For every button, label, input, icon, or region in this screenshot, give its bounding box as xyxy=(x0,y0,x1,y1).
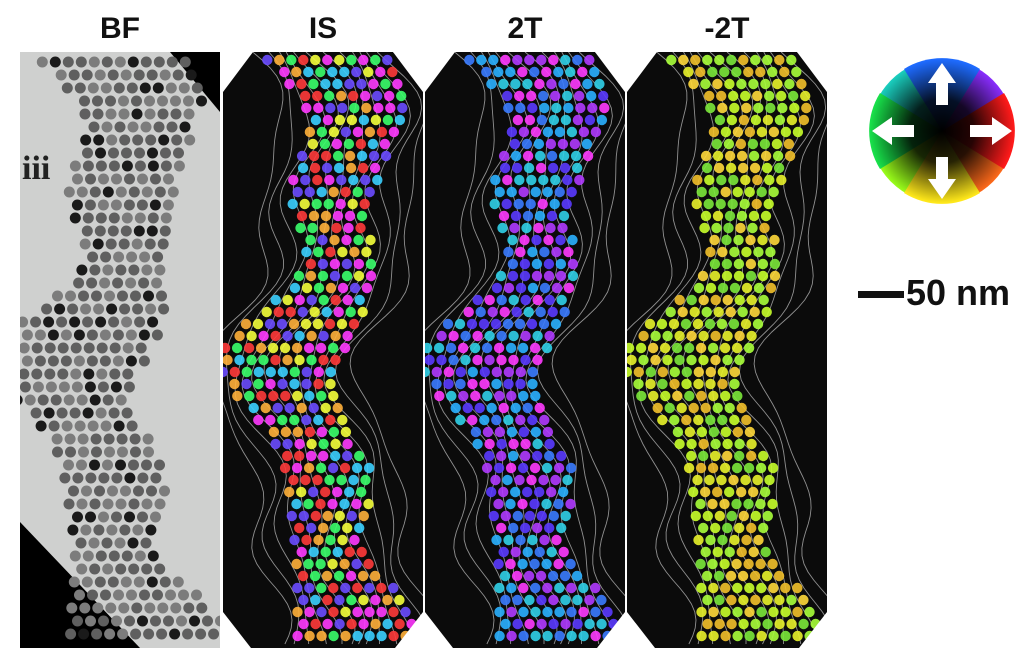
arrow-left-icon xyxy=(872,117,914,145)
side-label: iii xyxy=(22,150,51,187)
is-phase-image xyxy=(223,52,423,648)
minus-2t-phase-panel xyxy=(627,52,827,648)
arrow-right-icon xyxy=(970,117,1012,145)
panel-label-2t: 2T xyxy=(507,12,543,45)
2t-phase-image xyxy=(425,52,625,648)
color-wheel-arrows xyxy=(872,63,1012,199)
scale-bar xyxy=(858,291,904,298)
scale-bar-label: 50 nm xyxy=(906,272,1011,313)
panel-label-minus-2t: -2T xyxy=(704,12,750,45)
panel-label-bf: BF xyxy=(100,12,140,45)
arrow-down-icon xyxy=(928,157,956,199)
color-wheel xyxy=(866,55,1018,207)
brightfield-image xyxy=(20,52,220,648)
minus-2t-phase-image xyxy=(627,52,827,648)
arrow-up-icon xyxy=(928,63,956,105)
is-phase-panel xyxy=(223,52,423,648)
brightfield-panel xyxy=(20,52,220,648)
2t-phase-panel xyxy=(425,52,625,648)
panel-label-is: IS xyxy=(308,12,338,45)
